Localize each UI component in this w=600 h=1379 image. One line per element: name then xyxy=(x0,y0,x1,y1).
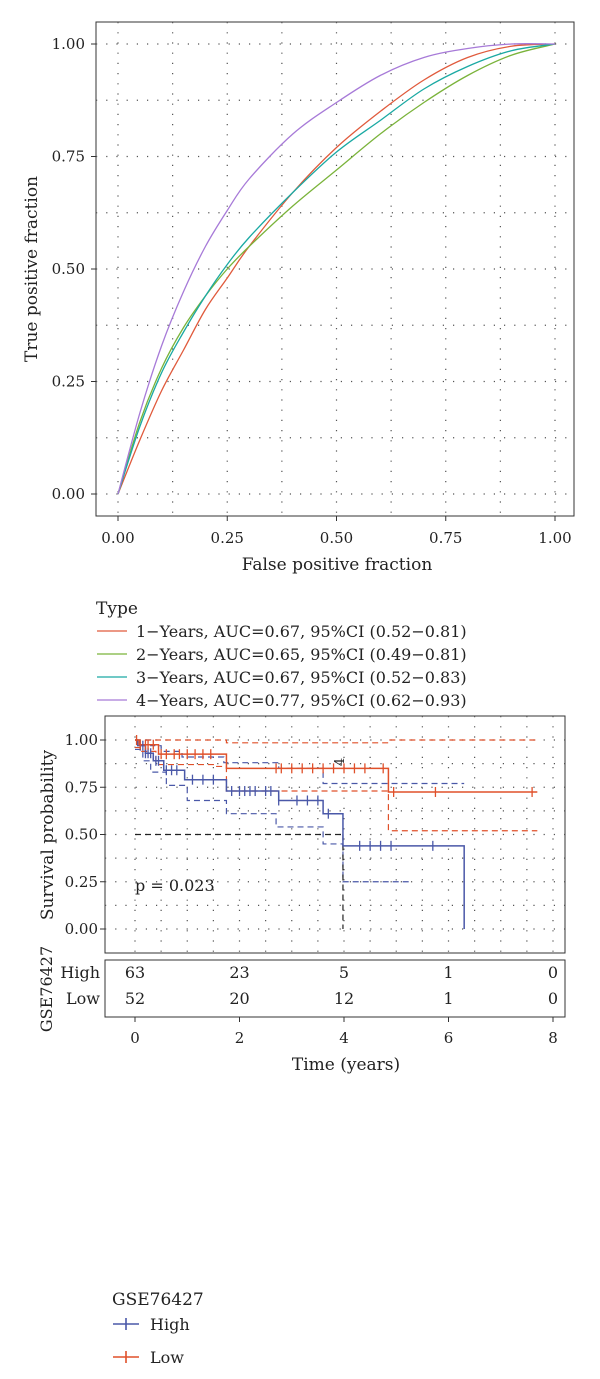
roc-legend: Type 1−Years, AUC=0.67, 95%CI (0.52−0.81… xyxy=(96,599,467,710)
roc-y-tick-label: 0.25 xyxy=(52,373,85,391)
km-p-value: p = 0.023 xyxy=(135,876,215,895)
roc-legend-label: 1−Years, AUC=0.67, 95%CI (0.52−0.81) xyxy=(136,622,467,641)
risk-value-low: 0 xyxy=(548,989,558,1008)
roc-line-series-2 xyxy=(117,43,556,495)
roc-y-ticks: 0.00 0.25 0.50 0.75 1.00 xyxy=(52,35,96,503)
km-ci-upper-low xyxy=(135,739,538,744)
km-legend-label: High xyxy=(150,1315,190,1334)
risk-value-low: 12 xyxy=(334,989,354,1008)
km-x-ticks: 0 2 4 6 8 xyxy=(130,1017,558,1047)
roc-line-series-1 xyxy=(117,43,556,495)
km-median-marker: 4 xyxy=(333,758,348,766)
km-y-tick-label: 0.00 xyxy=(65,920,98,938)
km-x-tick-label: 0 xyxy=(130,1029,140,1047)
roc-grid xyxy=(96,22,574,516)
roc-x-tick-label: 1.00 xyxy=(538,529,571,547)
km-x-tick-label: 8 xyxy=(548,1029,558,1047)
km-legend: GSE76427 High Low xyxy=(112,1290,204,1367)
km-ci-lower-low xyxy=(135,746,538,832)
roc-legend-label: 3−Years, AUC=0.67, 95%CI (0.52−0.83) xyxy=(136,668,467,687)
km-y-axis-label: Survival probability xyxy=(38,749,58,920)
roc-y-tick-label: 1.00 xyxy=(52,35,85,53)
km-x-tick-label: 4 xyxy=(339,1029,349,1047)
risk-value-low: 20 xyxy=(229,989,249,1008)
risk-value-high: 5 xyxy=(339,963,349,982)
roc-x-tick-label: 0.75 xyxy=(429,529,462,547)
roc-y-tick-label: 0.75 xyxy=(52,148,85,166)
roc-y-tick-label: 0.50 xyxy=(52,260,85,278)
risk-value-high: 0 xyxy=(548,963,558,982)
km-legend-items: High Low xyxy=(113,1315,190,1367)
roc-legend-items: 1−Years, AUC=0.67, 95%CI (0.52−0.81) 2−Ye… xyxy=(97,622,467,710)
roc-lines xyxy=(117,43,556,495)
roc-legend-label: 4−Years, AUC=0.77, 95%CI (0.62−0.93) xyxy=(136,691,467,710)
roc-legend-title: Type xyxy=(96,599,138,619)
risk-row-label-high: High xyxy=(60,963,100,982)
risk-value-high: 1 xyxy=(443,963,453,982)
risk-value-high: 23 xyxy=(229,963,249,982)
km-x-tick-label: 6 xyxy=(444,1029,454,1047)
km-y-tick-label: 0.50 xyxy=(65,826,98,844)
roc-line-series-4 xyxy=(117,43,556,495)
risk-value-high: 63 xyxy=(125,963,145,982)
roc-y-tick-label: 0.00 xyxy=(52,485,85,503)
km-x-axis-label: Time (years) xyxy=(292,1055,400,1075)
risk-table-label: GSE76427 xyxy=(37,946,56,1032)
risk-values: 63 23 5 1 0 52 20 12 1 0 xyxy=(125,963,558,1008)
km-y-ticks: 0.00 0.25 0.50 0.75 1.00 xyxy=(65,731,105,938)
roc-x-tick-label: 0.50 xyxy=(320,529,353,547)
roc-chart: 0.00 0.25 0.50 0.75 1.00 0.00 0.25 0.50 0.75 1.0… xyxy=(22,21,575,575)
roc-x-axis-label: False positive fraction xyxy=(242,555,433,575)
roc-legend-label: 2−Years, AUC=0.65, 95%CI (0.49−0.81) xyxy=(136,645,467,664)
km-ci-lower-high xyxy=(135,748,412,883)
roc-line-series-3 xyxy=(117,43,556,495)
km-y-tick-label: 0.75 xyxy=(65,778,98,796)
km-censor-marks xyxy=(135,735,533,851)
risk-table-panel xyxy=(104,959,566,1018)
roc-y-axis-label: True positive fraction xyxy=(22,176,42,362)
km-median-line xyxy=(135,833,344,929)
km-y-tick-label: 0.25 xyxy=(65,873,98,891)
roc-x-tick-label: 0.00 xyxy=(101,529,134,547)
km-curve-low xyxy=(135,739,538,793)
km-y-tick-label: 1.00 xyxy=(65,731,98,749)
km-x-tick-label: 2 xyxy=(235,1029,245,1047)
km-legend-label: Low xyxy=(150,1348,184,1367)
risk-value-low: 52 xyxy=(125,989,145,1008)
roc-x-tick-label: 0.25 xyxy=(211,529,244,547)
km-chart: 0.00 0.25 0.50 0.75 1.00 p = 0.023 4 Surviva… xyxy=(38,715,566,954)
risk-value-low: 1 xyxy=(443,989,453,1008)
km-legend-title: GSE76427 xyxy=(112,1290,204,1310)
roc-x-ticks: 0.00 0.25 0.50 0.75 1.00 xyxy=(101,516,572,547)
risk-row-label-low: Low xyxy=(66,989,100,1008)
